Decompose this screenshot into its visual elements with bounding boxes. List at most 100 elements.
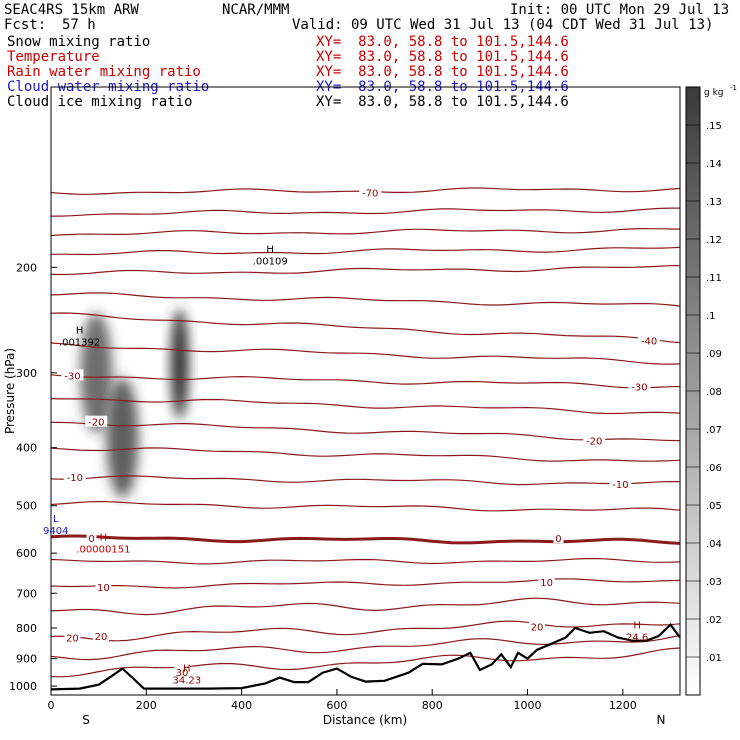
y-tick-label: 400 xyxy=(16,442,37,455)
contour-label: -20 xyxy=(88,418,104,429)
isotherm-m10 xyxy=(50,475,680,486)
extremum-marker: L xyxy=(53,514,59,525)
isotherm-m25 xyxy=(50,398,681,415)
field-xy-rain: XY= 83.0, 58.8 to 101.5,144.6 xyxy=(316,64,569,80)
snow-core-0 xyxy=(80,312,113,433)
extremum-value: .001392 xyxy=(59,337,100,348)
fcst-value: 57 h xyxy=(62,17,96,33)
field-name-cloud-ice: Cloud ice mixing ratio xyxy=(7,94,193,110)
colorbar-tick-label: .07 xyxy=(706,425,722,436)
isotherm-m5 xyxy=(50,500,681,512)
valid-time: Valid: 09 UTC Wed 31 Jul 13 (04 CDT Wed … xyxy=(292,17,714,33)
field-name-snow: Snow mixing ratio xyxy=(7,34,151,50)
isotherm-5 xyxy=(50,557,681,565)
y-tick-label: 200 xyxy=(16,261,37,274)
field-name-rain: Rain water mixing ratio xyxy=(7,64,201,80)
x-tick-label: 600 xyxy=(326,699,347,712)
colorbar-tick-label: .04 xyxy=(706,539,722,550)
contour-label-bg xyxy=(85,415,108,427)
y-tick-label: 700 xyxy=(16,587,37,600)
extremum-marker: H xyxy=(633,621,641,632)
contour-label: -40 xyxy=(641,337,657,348)
isotherm-m55 xyxy=(50,246,681,256)
contour-label: -10 xyxy=(67,473,83,484)
x-tick-label: 0 xyxy=(48,699,55,712)
terrain-line xyxy=(50,623,681,691)
isotherm-m65 xyxy=(51,207,680,217)
extrema-labels: H.00109H.001392H.00000151L9404H34.23H24.… xyxy=(43,245,648,687)
contour-label: 10 xyxy=(540,578,553,589)
contour-label: 10 xyxy=(97,583,110,594)
contour-label-bg xyxy=(95,580,112,592)
extremum-marker: H xyxy=(76,325,84,336)
contour-label: -70 xyxy=(362,188,378,199)
x-tick-label: 1200 xyxy=(609,699,637,712)
contour-label-bg xyxy=(529,620,546,632)
extremum-marker: H xyxy=(100,532,108,543)
field-xy-snow: XY= 83.0, 58.8 to 101.5,144.6 xyxy=(316,34,569,50)
snow-shading-layer xyxy=(80,308,189,498)
contour-label-bg xyxy=(174,666,191,678)
isotherm-m15 xyxy=(50,447,681,462)
extremum-marker: H xyxy=(183,663,191,674)
extremum-value: .00000151 xyxy=(76,544,130,555)
snow-core-1 xyxy=(106,377,139,498)
field-name-temperature: Temperature xyxy=(7,49,100,65)
colorbar: .01 .02 .03 .04 .05 .06 .07 .08 .09 .1 .11 .12 .13 .1… xyxy=(685,84,737,696)
terrain-layer xyxy=(50,623,681,691)
contour-label-bg xyxy=(63,471,86,483)
isotherm-m20 xyxy=(50,421,681,442)
endpoint-right: N xyxy=(657,713,666,727)
contour-label-bg xyxy=(609,478,632,490)
contour-label-bg xyxy=(628,380,651,392)
field-xy-temperature: XY= 83.0, 58.8 to 101.5,144.6 xyxy=(316,49,569,65)
isotherm-m50 xyxy=(50,265,681,276)
contour-label-bg xyxy=(553,531,564,543)
org-label: NCAR/MMM xyxy=(222,2,290,18)
colorbar-tick-label: .11 xyxy=(706,273,722,284)
isotherm-25 xyxy=(50,634,681,661)
colorbar-tick-label: .14 xyxy=(706,159,722,170)
colorbar-tick-label: .03 xyxy=(706,577,722,588)
contour-label-bg xyxy=(359,186,382,198)
colorbar-tick-label: .06 xyxy=(706,463,722,474)
isotherm-layer xyxy=(50,187,681,678)
y-tick-label: 800 xyxy=(16,622,37,635)
contour-label-bg xyxy=(93,630,110,642)
y-axis-ticks: 200 300 400 500 600 700 800 900 1000 xyxy=(9,261,57,693)
contour-label: 30 xyxy=(176,668,189,679)
colorbar-tick-label: .02 xyxy=(706,615,722,626)
isotherm-m40 xyxy=(50,312,681,344)
contour-label: -20 xyxy=(586,436,602,447)
y-tick-label: 900 xyxy=(16,653,37,666)
colorbar-tick-label: .08 xyxy=(706,387,722,398)
extremum-marker: H xyxy=(266,245,274,256)
snow-core-2 xyxy=(170,308,189,419)
endpoint-left: S xyxy=(82,713,90,727)
colorbar-tick-label: .09 xyxy=(706,349,722,360)
contour-label: 20 xyxy=(66,634,79,645)
x-axis-title: Distance (km) xyxy=(323,713,407,727)
isotherm-m35 xyxy=(50,342,681,365)
y-tick-label: 300 xyxy=(16,367,37,380)
contour-label: -30 xyxy=(64,371,80,382)
contour-label-bg xyxy=(86,531,97,543)
isotherm-30 xyxy=(50,647,681,678)
contour-label-bg xyxy=(538,575,555,587)
isotherm-m30 xyxy=(50,374,681,389)
contour-label: -10 xyxy=(612,480,628,491)
x-tick-label: 400 xyxy=(231,699,252,712)
isotherm-15 xyxy=(50,597,681,616)
contour-label: -30 xyxy=(631,382,647,393)
isotherm-m45 xyxy=(50,292,681,307)
colorbar-unit-exp: -1 xyxy=(730,84,737,92)
x-tick-label: 1000 xyxy=(514,699,542,712)
y-axis-title: Pressure (hPa) xyxy=(3,348,17,434)
contour-label: 0 xyxy=(88,534,94,545)
colorbar-tick-label: .05 xyxy=(706,501,722,512)
contour-label-bg xyxy=(64,631,81,643)
x-tick-label: 200 xyxy=(136,699,157,712)
isotherm-10 xyxy=(50,578,681,589)
contour-label: 20 xyxy=(95,632,108,643)
